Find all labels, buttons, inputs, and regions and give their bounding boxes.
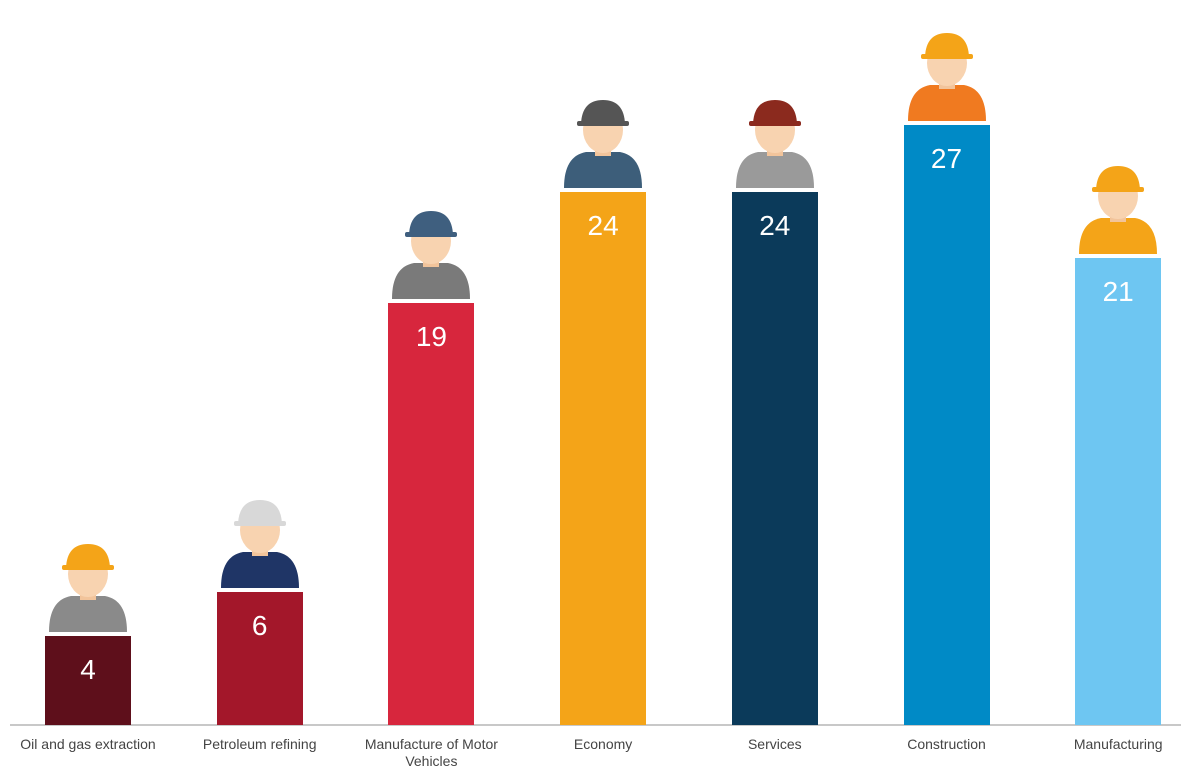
value-label: 24	[587, 209, 619, 241]
bar	[903, 125, 990, 725]
x-tick-label: Economy	[573, 736, 633, 752]
value-label: 21	[1102, 276, 1134, 308]
worker-icon	[1079, 166, 1158, 255]
value-label: 27	[930, 143, 963, 174]
bar	[216, 591, 303, 725]
value-label: 4	[80, 654, 96, 686]
x-tick-label: Manufacture of Motor Vehicles	[364, 736, 498, 769]
x-tick-label: Construction	[907, 736, 986, 752]
worker-icon	[907, 33, 986, 121]
bar	[45, 636, 131, 725]
bar	[1075, 258, 1162, 725]
value-label: 24	[759, 209, 791, 241]
x-tick-label: Petroleum refining	[202, 736, 317, 752]
worker-icon	[564, 99, 643, 188]
x-tick-label: Oil and gas extraction	[20, 736, 156, 752]
x-tick-label: Manufacturing	[1073, 736, 1163, 752]
worker-icon	[392, 210, 471, 299]
value-label: 19	[415, 320, 447, 352]
baseline	[10, 724, 1181, 726]
bar	[731, 191, 818, 725]
value-label: 6	[251, 609, 268, 641]
worker-icon	[220, 499, 299, 588]
x-tick-label: Services	[747, 736, 802, 752]
worker-icon	[49, 544, 127, 633]
bar	[560, 191, 647, 725]
worker-icon	[735, 99, 814, 188]
bar	[388, 302, 475, 725]
